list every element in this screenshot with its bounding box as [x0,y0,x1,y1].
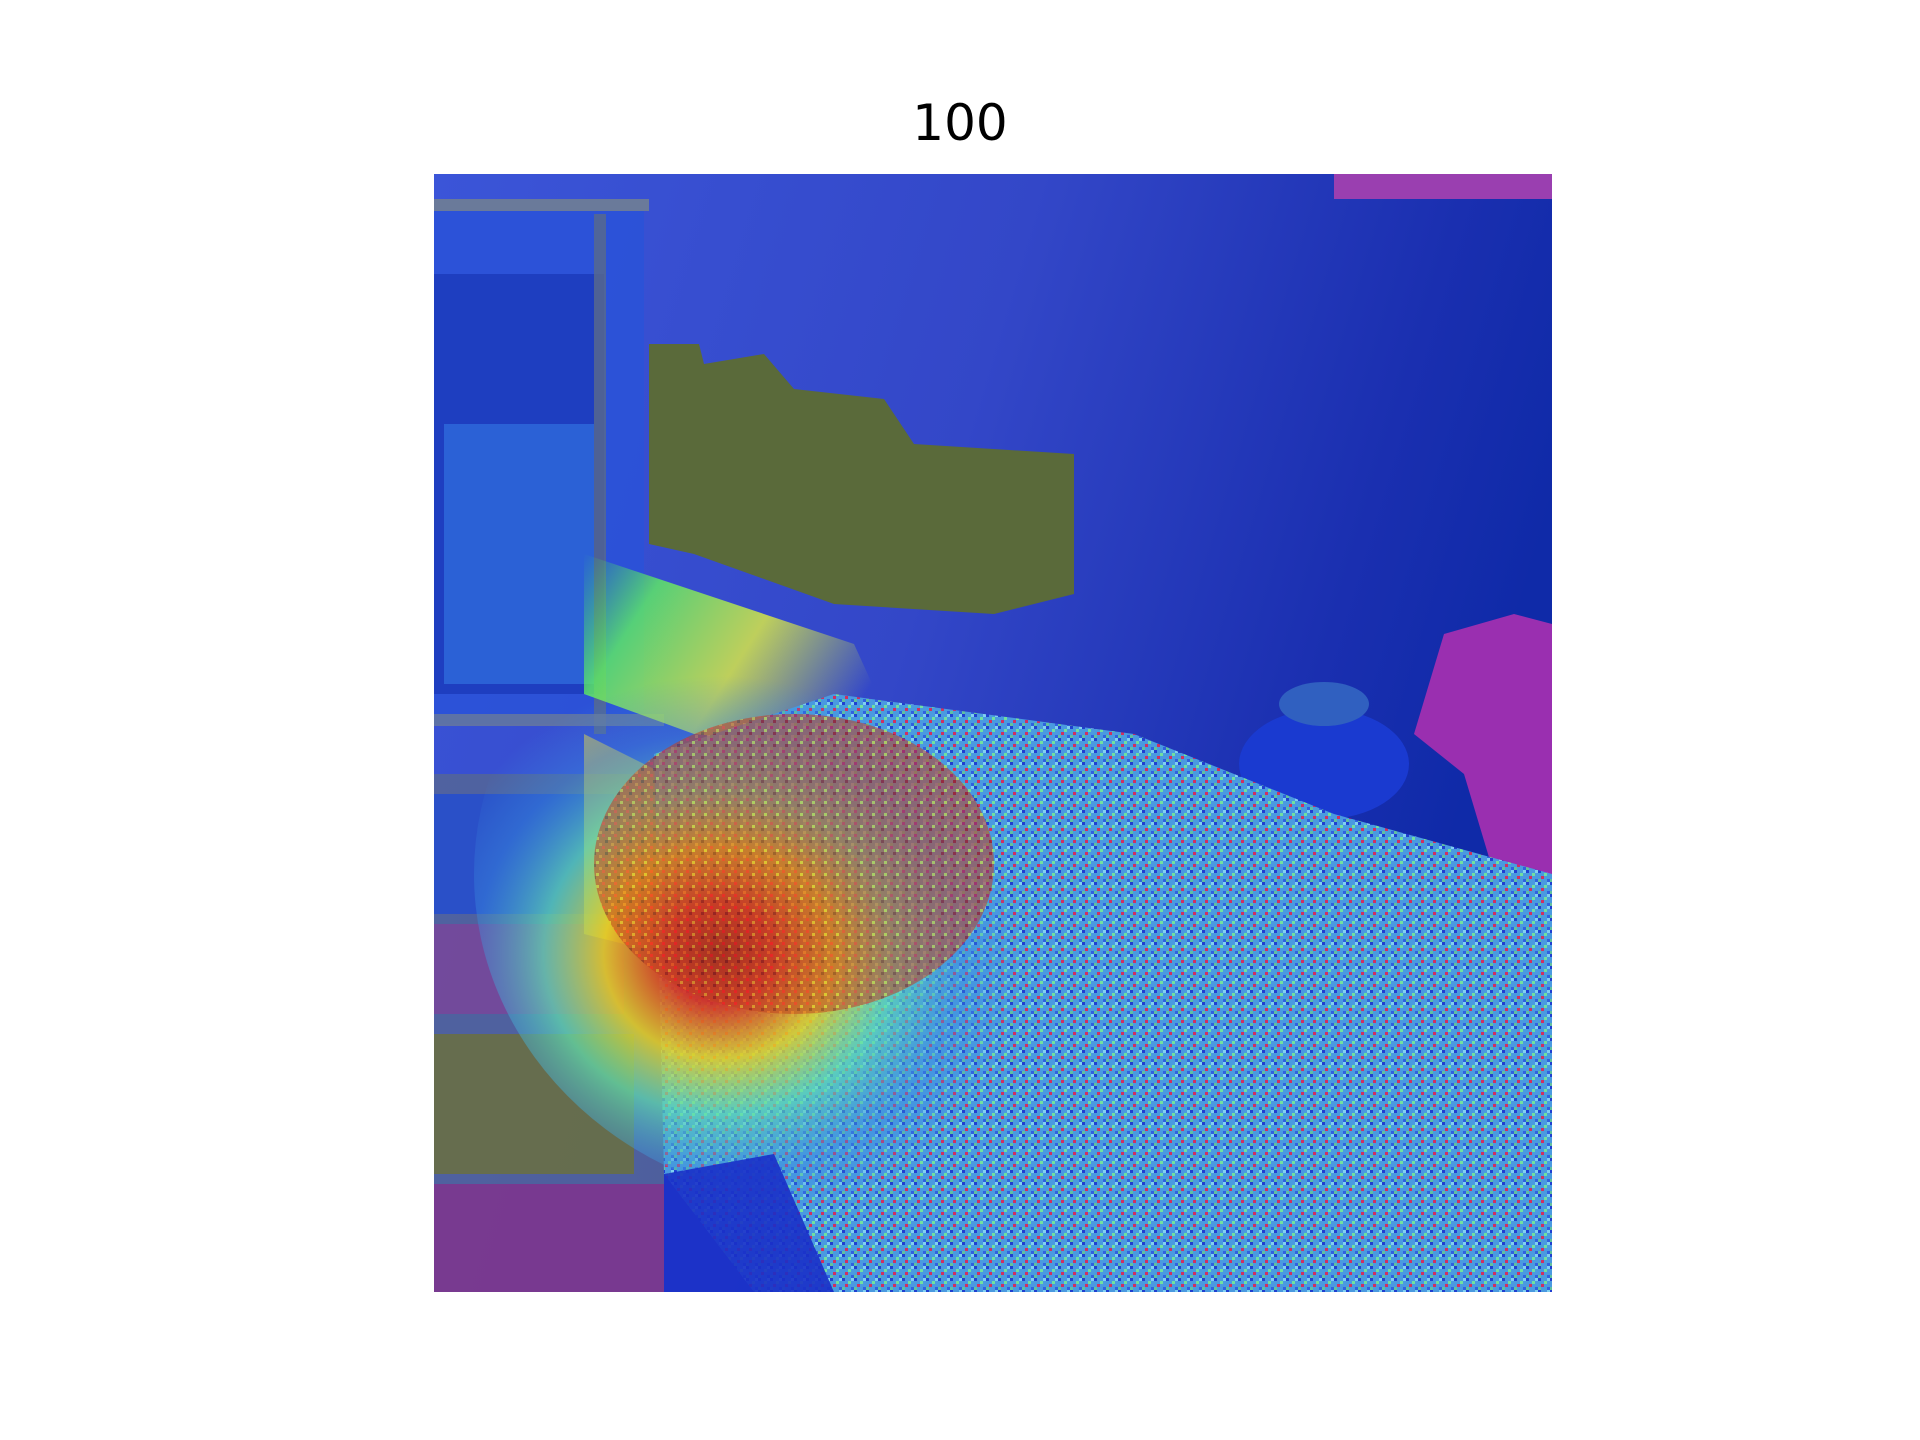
figure-title: 100 [912,94,1008,152]
heatmap-canvas [434,174,1552,1292]
heatmap-overlay-image [434,174,1552,1292]
